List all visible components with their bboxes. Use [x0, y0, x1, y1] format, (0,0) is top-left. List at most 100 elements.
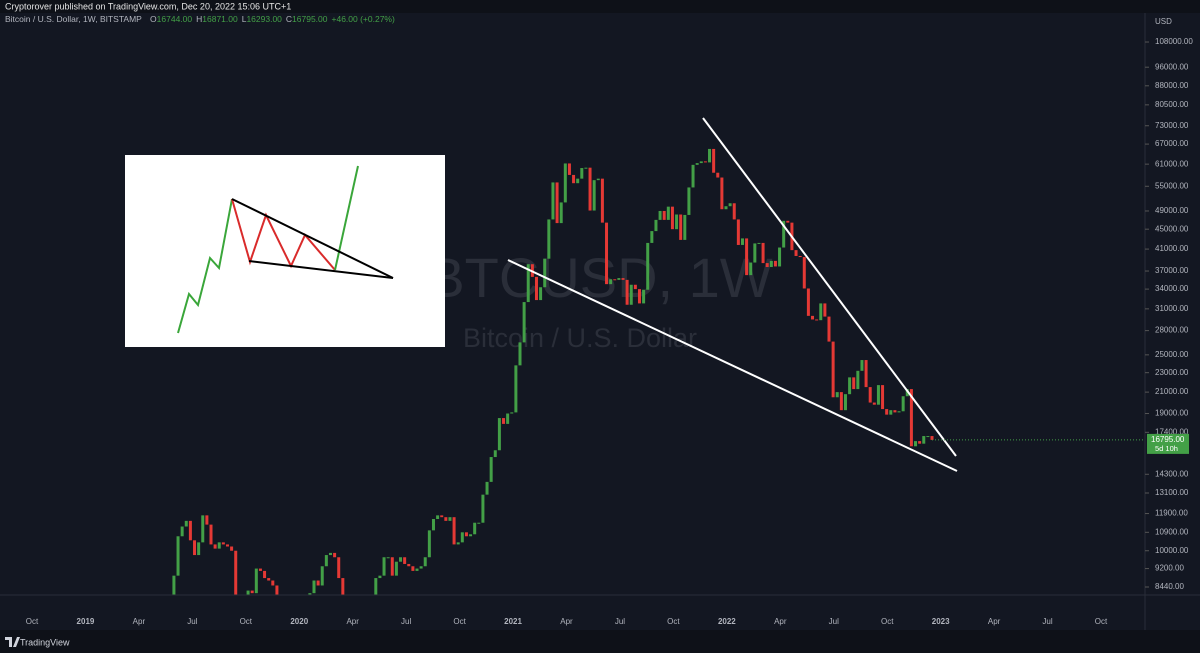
candle: [184, 520, 188, 527]
candle: [431, 519, 435, 531]
candle: [497, 418, 501, 451]
candle: [901, 396, 905, 412]
candle: [464, 532, 468, 537]
candle: [493, 450, 497, 458]
candle: [448, 517, 452, 521]
candle: [650, 231, 654, 243]
illustration-upper-line: [231, 198, 394, 279]
candle: [658, 210, 662, 220]
y-tick-label: 80500.00: [1155, 100, 1189, 109]
candle: [765, 263, 769, 268]
candle: [868, 387, 872, 403]
y-tick-label: 37000.00: [1155, 266, 1189, 275]
tradingview-logo: [5, 637, 20, 647]
candle: [576, 178, 580, 184]
candle: [732, 203, 736, 220]
candle: [230, 546, 234, 551]
candle: [662, 210, 666, 220]
candle: [691, 164, 695, 188]
candle: [188, 520, 192, 541]
candle: [271, 580, 275, 586]
footer-brand: TradingView: [20, 637, 70, 647]
candle: [452, 517, 456, 545]
candle: [782, 220, 786, 248]
candle: [172, 575, 176, 595]
x-tick-label: Jul: [615, 617, 625, 626]
price-axis: 108000.00 96000.00 88000.00 80500.00 73000.0…: [1145, 37, 1193, 591]
last-price-tag: [1147, 433, 1189, 454]
candle: [324, 555, 328, 567]
candle: [724, 206, 728, 210]
ohlc-value: 16293.00: [246, 14, 282, 24]
trendline-lower: [507, 259, 958, 472]
x-tick-label: Apr: [988, 617, 1001, 626]
candle: [489, 457, 493, 482]
candle: [378, 575, 382, 579]
publisher-bar: [0, 0, 1200, 13]
y-tick-label: 49000.00: [1155, 206, 1189, 215]
ohlc-key: H: [196, 14, 202, 24]
candle: [312, 580, 316, 594]
candle: [180, 526, 184, 537]
x-tick-label: Oct: [881, 617, 894, 626]
ohlc-value: 16871.00: [202, 14, 238, 24]
ohlc-value: 16744.00: [157, 14, 193, 24]
candle: [217, 542, 221, 549]
candle: [555, 182, 559, 224]
illustration-wedge: [231, 198, 336, 271]
illustration-lower-line: [248, 260, 394, 279]
y-tick-label: 41000.00: [1155, 244, 1189, 253]
candle: [510, 412, 514, 414]
candle: [716, 172, 720, 178]
publisher: Cryptorover published on TradingView.com…: [5, 1, 291, 11]
watermark: BTCUSD, 1W Bitcoin / U.S. Dollar: [427, 246, 772, 353]
candle: [757, 242, 761, 244]
candle: [753, 243, 757, 263]
candle: [819, 303, 823, 321]
candle: [778, 247, 782, 267]
x-tick-label: 2019: [77, 617, 95, 626]
candle: [703, 161, 707, 163]
x-tick-label: 2022: [718, 617, 736, 626]
candle: [629, 284, 633, 305]
candle: [580, 168, 584, 179]
candle: [477, 522, 481, 524]
candle: [547, 219, 551, 259]
candle: [588, 167, 592, 211]
y-tick-label: 67000.00: [1155, 139, 1189, 148]
candle: [341, 578, 345, 595]
candle: [926, 436, 930, 438]
y-tick-label: 11900.00: [1155, 509, 1188, 518]
candle: [893, 410, 897, 413]
ohlc-value: 16795.00: [292, 14, 328, 24]
candle: [856, 370, 860, 390]
x-tick-label: Apr: [774, 617, 787, 626]
candle: [201, 515, 205, 543]
candle: [197, 542, 201, 556]
candle: [411, 566, 415, 571]
candle: [637, 289, 641, 304]
candle: [407, 563, 411, 567]
y-tick-label: 88000.00: [1155, 81, 1189, 90]
candle: [316, 580, 320, 586]
candle: [600, 178, 604, 223]
candle: [563, 163, 567, 203]
candle: [773, 260, 777, 267]
ohlc-key: O: [150, 14, 157, 24]
candle: [885, 409, 889, 415]
x-tick-label: Jul: [1042, 617, 1052, 626]
candle: [213, 544, 217, 549]
candle: [485, 481, 489, 495]
y-tick-label: 96000.00: [1155, 62, 1189, 71]
candle: [275, 585, 279, 595]
candle: [469, 534, 473, 537]
candle: [687, 187, 691, 215]
x-tick-label: Jul: [401, 617, 411, 626]
candle: [193, 540, 197, 556]
candle: [390, 557, 394, 576]
illustration-uptrend: [177, 198, 233, 334]
x-tick-label: Oct: [240, 617, 253, 626]
candle: [897, 411, 901, 413]
y-tick-label: 108000.00: [1155, 37, 1193, 46]
candle: [456, 542, 460, 545]
